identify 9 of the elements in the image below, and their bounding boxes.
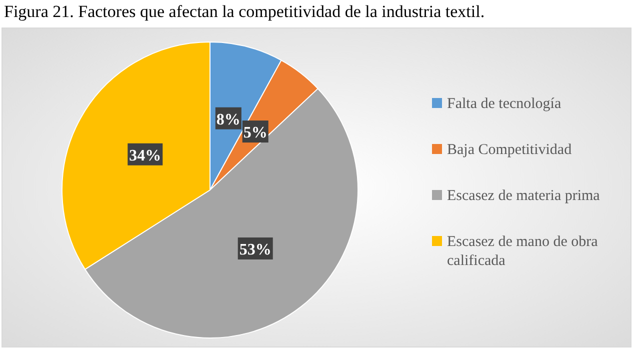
data-label: 8%: [216, 111, 240, 128]
data-label: 53%: [239, 241, 272, 258]
legend-label: Falta de tecnología: [447, 96, 562, 112]
legend-label: Escasez de mano de obra calificada: [447, 234, 598, 269]
data-label: 34%: [129, 147, 162, 164]
chart-title: Figura 21. Factores que afectan la competitividad de la industria textil.: [4, 2, 485, 21]
legend-label: Baja Competitividad: [447, 142, 572, 158]
data-label: 5%: [243, 124, 268, 142]
slice-label: Escasez de materia prima: [447, 188, 600, 204]
